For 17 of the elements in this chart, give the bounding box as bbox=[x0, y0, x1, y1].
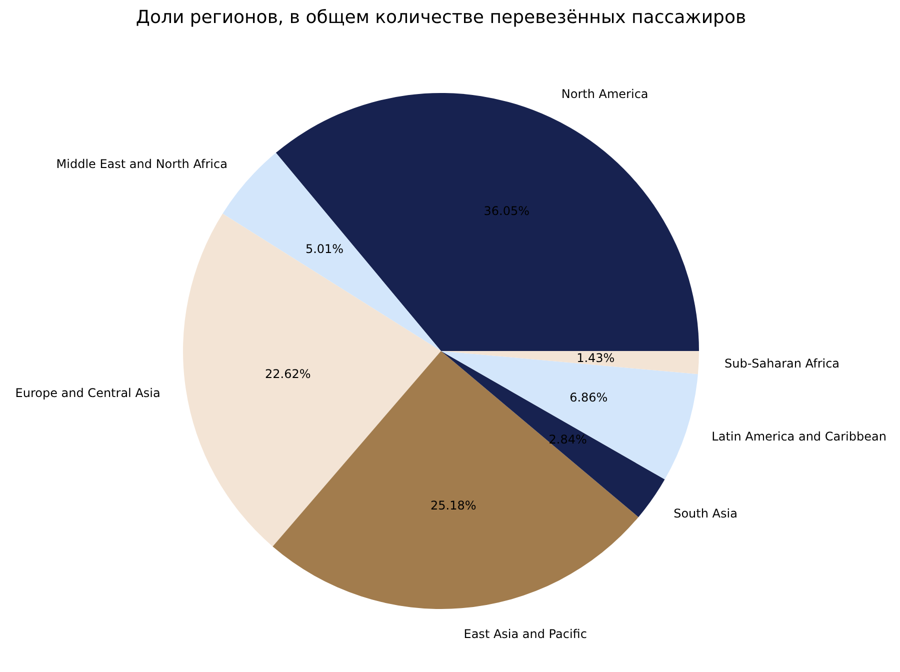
slice-label: East Asia and Pacific bbox=[464, 626, 587, 641]
chart-title: Доли регионов, в общем количестве перевезённых пассажиров bbox=[136, 7, 746, 28]
pie-slice bbox=[441, 351, 698, 480]
slice-label: Europe and Central Asia bbox=[15, 386, 160, 400]
data-label: 36.05% bbox=[484, 204, 530, 218]
slice-label: Latin America and Caribbean bbox=[712, 429, 886, 444]
data-label: 25.18% bbox=[430, 498, 476, 512]
data-label: 22.62% bbox=[265, 367, 311, 382]
data-label: 6.86% bbox=[570, 390, 608, 405]
slice-label: Middle East and North Africa bbox=[56, 157, 228, 172]
data-label: 2.84% bbox=[548, 432, 587, 447]
slice-label: Sub-Saharan Africa bbox=[724, 356, 840, 371]
data-label: 5.01% bbox=[305, 242, 344, 256]
slice-label: North America bbox=[561, 87, 648, 102]
slice-label: South Asia bbox=[674, 506, 738, 521]
data-label: 1.43% bbox=[576, 350, 615, 365]
pie-slice bbox=[441, 351, 699, 374]
